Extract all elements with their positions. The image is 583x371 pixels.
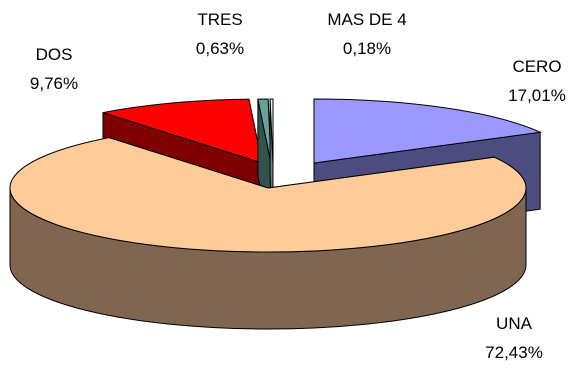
label-cero-name: CERO [512,57,561,76]
label-dos-name: DOS [36,45,73,64]
slice-top [257,98,272,164]
label-dos-value: 9,76% [30,74,78,93]
label-una-name: UNA [496,314,533,333]
label-mas-de-4-name: MAS DE 4 [327,10,406,29]
pie-labels: CERO 17,01% UNA 72,43% DOS 9,76% TRES 0,… [30,10,566,362]
slice-top [269,98,274,164]
label-cero-value: 17,01% [508,86,566,105]
slice-top [9,137,527,253]
slice-una [9,136,527,330]
slice-top [313,98,542,164]
label-tres-name: TRES [197,10,242,29]
label-mas-de-4-value: 0,18% [343,39,391,58]
slice-top [102,98,263,164]
label-tres-value: 0,63% [196,39,244,58]
pie-slices [9,98,542,330]
label-una-value: 72,43% [485,343,543,362]
